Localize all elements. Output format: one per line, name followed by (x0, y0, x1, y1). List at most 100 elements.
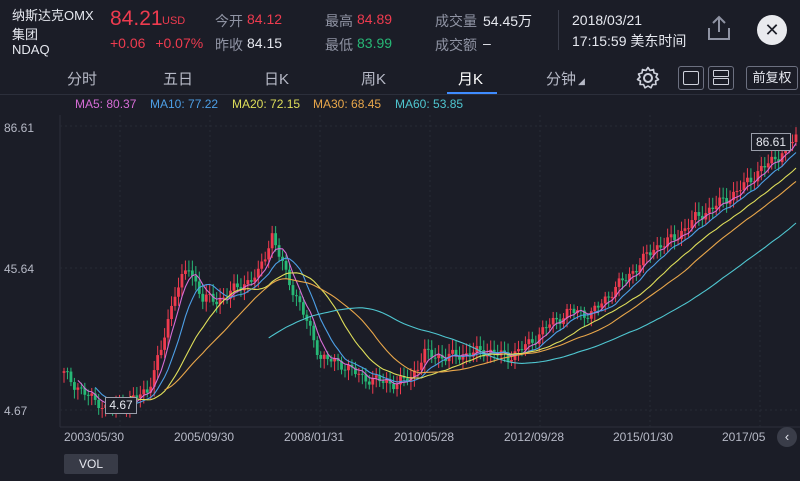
candle-body (635, 271, 638, 273)
open-label: 今开 (215, 13, 243, 29)
x-tick: 2003/05/30 (64, 430, 125, 444)
high-value: 84.89 (357, 11, 393, 27)
candle-body (551, 317, 555, 325)
candle-body (673, 234, 676, 241)
tab-weekly-k[interactable]: 周K (361, 71, 387, 88)
candle-body (503, 350, 506, 353)
share-icon[interactable] (705, 14, 733, 42)
candle-body (735, 191, 739, 193)
candle-body (274, 233, 278, 246)
candle-body (593, 305, 597, 312)
candle-body (357, 373, 361, 375)
tab-daily-k[interactable]: 日K (264, 71, 290, 88)
adjust-mode-button[interactable]: 前复权 (746, 66, 798, 90)
single-pane-button[interactable] (678, 66, 704, 90)
candle-body (246, 280, 250, 285)
candle-body (388, 379, 392, 384)
candle-body (530, 339, 534, 343)
gear-icon[interactable] (636, 66, 660, 90)
volume-indicator-button[interactable]: VOL (64, 454, 118, 474)
candle-body (83, 387, 87, 395)
split-pane-button[interactable] (708, 66, 734, 90)
y-tick-mid: 45.64 (4, 262, 35, 276)
candle-body (288, 269, 291, 286)
candle-body (270, 233, 274, 249)
candle-body (166, 319, 170, 338)
ma20-legend: MA20: 72.15 (232, 97, 301, 111)
candle-body (159, 349, 163, 356)
candle-body (773, 156, 777, 160)
candle-body (76, 387, 80, 390)
candle-body (298, 296, 302, 303)
header-divider (558, 10, 559, 50)
candle-body (742, 182, 746, 191)
min-price-label: 4.67 (105, 397, 137, 414)
candle-body (666, 237, 670, 247)
candle-body (249, 280, 253, 282)
candle-body (322, 354, 326, 359)
close-icon: ✕ (764, 20, 780, 40)
candle-body (648, 252, 652, 256)
candle-body (780, 153, 784, 163)
candle-body (142, 389, 146, 395)
candle-body (711, 207, 715, 210)
candle-body (208, 293, 212, 295)
tab-minute[interactable]: 分钟 ◢ (546, 68, 585, 89)
prev-close-label: 昨收 (215, 37, 243, 53)
candle-body (177, 287, 180, 297)
candle-body (759, 166, 763, 172)
candle-body (690, 220, 694, 229)
candle-body (621, 278, 624, 281)
candle-body (607, 296, 611, 298)
candle-body (364, 374, 368, 382)
candle-body (232, 283, 236, 291)
candle-body (683, 228, 687, 231)
ma10-legend: MA10: 77.22 (150, 97, 219, 111)
candle-body (527, 339, 531, 345)
candle-body (66, 371, 69, 373)
price-change: +0.06 +0.07% (110, 35, 203, 51)
candle-body (170, 305, 173, 320)
candle-body (437, 354, 441, 359)
candle-body (347, 364, 350, 371)
candle-body (79, 387, 83, 389)
tab-monthly-k[interactable]: 月K (458, 71, 484, 88)
close-button[interactable]: ✕ (757, 15, 787, 45)
candle-body (565, 308, 569, 319)
candle-body (541, 327, 545, 335)
candle-body (638, 265, 642, 273)
tab-five-day[interactable]: 五日 (163, 71, 194, 88)
candle-body (628, 273, 631, 281)
candle-body (763, 166, 767, 168)
tab-intraday[interactable]: 分时 (67, 71, 98, 88)
candle-body (399, 376, 402, 385)
x-tick: 2005/09/30 (174, 430, 235, 444)
candle-body (256, 268, 260, 278)
candle-body (766, 163, 770, 168)
candle-body (752, 181, 756, 183)
open-value: 84.12 (247, 11, 283, 27)
candle-body (222, 297, 225, 299)
candle-body (721, 197, 725, 199)
candle-body (687, 228, 690, 230)
candle-body (468, 353, 472, 357)
candle-body (340, 361, 343, 370)
candle-body (93, 393, 97, 400)
candle-body (662, 246, 666, 248)
candle-body (589, 311, 593, 319)
candle-body (791, 142, 794, 144)
chevron-left-icon[interactable]: ‹ (777, 427, 797, 447)
tab-minute-label: 分钟 (546, 71, 577, 88)
candle-body (603, 296, 607, 304)
candle-body (277, 245, 281, 257)
candle-body (145, 389, 149, 393)
x-tick: 2008/01/31 (284, 430, 345, 444)
candle-body (510, 359, 513, 362)
candle-body (728, 200, 732, 204)
ma60-legend: MA60: 53.85 (395, 97, 464, 111)
ma30-legend: MA30: 68.45 (313, 97, 382, 111)
candle-body (725, 197, 729, 204)
candle-body (700, 215, 704, 220)
ma5-legend: MA5: 80.37 (75, 97, 137, 111)
candle-body (312, 325, 316, 341)
